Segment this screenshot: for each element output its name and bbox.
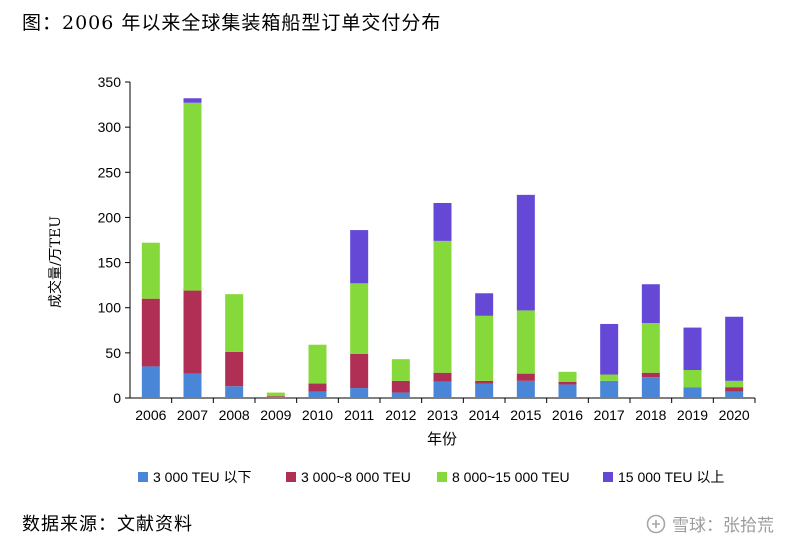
bar-segment xyxy=(641,284,660,324)
bar-segment xyxy=(683,387,702,398)
bar-segment xyxy=(600,374,619,381)
x-tick-label: 2012 xyxy=(385,407,416,423)
y-tick-label: 200 xyxy=(98,209,122,225)
bar-segment xyxy=(225,294,244,352)
x-tick-label: 2008 xyxy=(219,407,250,423)
x-tick-label: 2019 xyxy=(677,407,708,423)
bar-segment xyxy=(141,366,160,398)
bar-segment xyxy=(225,351,244,387)
bar-segment xyxy=(725,380,744,388)
y-tick-label: 350 xyxy=(98,74,122,90)
bar-segment xyxy=(433,202,452,241)
bar-segment xyxy=(683,370,702,388)
y-tick-label: 100 xyxy=(98,300,122,316)
bar-segment xyxy=(683,327,702,371)
legend-swatch xyxy=(138,472,148,482)
bar-segment xyxy=(183,102,202,291)
x-tick-label: 2014 xyxy=(469,407,500,423)
bar-segment xyxy=(600,323,619,375)
y-tick-label: 150 xyxy=(98,255,122,271)
bar-segment xyxy=(433,372,452,382)
x-tick-label: 2007 xyxy=(177,407,208,423)
legend: 3 000 TEU 以下 3 000~8 000 TEU 8 000~15 000 … xyxy=(138,469,724,485)
bar-segment xyxy=(475,383,494,398)
bar-segment xyxy=(558,371,577,382)
bar-segment xyxy=(141,298,160,367)
y-tick-label: 50 xyxy=(105,345,121,361)
bar-segment xyxy=(516,380,535,398)
x-tick-label: 2011 xyxy=(344,407,374,423)
legend-swatch xyxy=(286,472,296,482)
x-tick-label: 2016 xyxy=(552,407,583,423)
bar-segment xyxy=(475,293,494,316)
bar-segment xyxy=(558,384,577,398)
bar-segment xyxy=(391,380,410,393)
bar-segment xyxy=(641,377,660,398)
x-tick-label: 2006 xyxy=(135,407,166,423)
bar-segment xyxy=(308,344,327,384)
legend-label: 8 000~15 000 TEU xyxy=(452,469,570,485)
y-tick-label: 250 xyxy=(98,164,122,180)
bar-segment xyxy=(433,240,452,373)
x-tick-label: 2013 xyxy=(427,407,458,423)
bar-segment xyxy=(225,386,244,398)
snowball-logo-icon xyxy=(646,514,666,534)
bar-segment xyxy=(516,373,535,381)
bar-segment xyxy=(350,283,369,354)
legend-label: 3 000~8 000 TEU xyxy=(301,469,411,485)
bar-segment xyxy=(183,373,202,398)
bar-segment xyxy=(350,353,369,389)
bar-segment xyxy=(475,315,494,381)
legend-swatch xyxy=(603,472,613,482)
legend-label: 15 000 TEU 以上 xyxy=(618,469,724,485)
watermark-text: 雪球：张拾荒 xyxy=(672,516,774,536)
figure-title: 图：2006 年以来全球集装箱船型订单交付分布 xyxy=(22,12,442,34)
bars xyxy=(141,98,744,398)
y-axis-label: 成交量/万TEU xyxy=(47,216,64,308)
y-tick-labels: 0 50 100 150 200 250 300 350 xyxy=(98,74,122,406)
x-tick-label: 2015 xyxy=(510,407,541,423)
bar-segment xyxy=(641,372,660,378)
bar-segment xyxy=(516,310,535,374)
x-tick-label: 2017 xyxy=(594,407,625,423)
x-tick-label: 2010 xyxy=(302,407,333,423)
y-tick-label: 300 xyxy=(98,119,122,135)
bar-segment xyxy=(516,194,535,311)
bar-segment xyxy=(183,98,202,103)
bar-segment xyxy=(141,242,160,299)
bar-segment xyxy=(558,381,577,385)
x-tick-label: 2018 xyxy=(635,407,666,423)
bar-segment xyxy=(266,397,285,398)
bar-segment xyxy=(433,381,452,398)
bar-segment xyxy=(266,396,285,398)
watermark: 雪球：张拾荒 xyxy=(646,511,774,536)
bar-segment xyxy=(391,392,410,398)
source-note: 数据来源：文献资料 xyxy=(22,514,193,535)
bar-segment xyxy=(350,230,369,284)
legend-swatch xyxy=(437,472,447,482)
bar-segment xyxy=(475,380,494,384)
x-axis-label: 年份 xyxy=(427,430,457,448)
y-tick-label: 0 xyxy=(113,390,121,406)
bar-segment xyxy=(391,359,410,381)
bar-segment xyxy=(600,380,619,398)
bar-segment xyxy=(183,290,202,374)
bar-segment xyxy=(641,323,660,373)
bar-segment xyxy=(308,391,327,398)
x-tick-label: 2020 xyxy=(719,407,750,423)
x-tick-labels: 2006 2007 2008 2009 2010 2011 2012 2013 2014 2015… xyxy=(135,407,750,423)
bar-segment xyxy=(725,391,744,398)
bar-segment xyxy=(725,316,744,381)
bar-segment xyxy=(308,383,327,392)
bar-segment xyxy=(350,388,369,398)
bar-segment xyxy=(725,387,744,392)
bar-segment xyxy=(266,392,285,397)
x-tick-label: 2009 xyxy=(260,407,291,423)
legend-label: 3 000 TEU 以下 xyxy=(153,469,252,485)
